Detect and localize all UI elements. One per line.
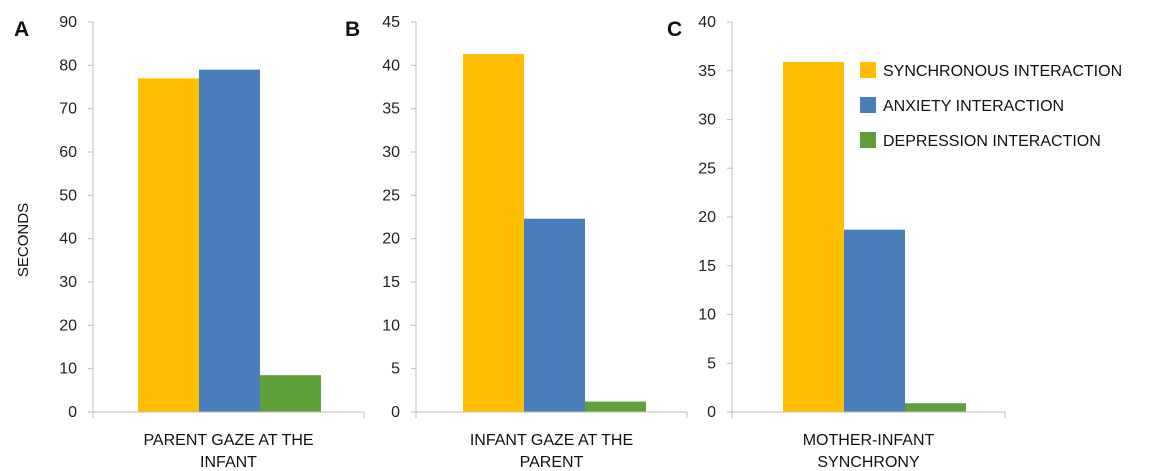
category-label: PARENT GAZE AT THE xyxy=(143,432,313,449)
bar-depression-interaction xyxy=(585,401,646,412)
y-axis-label: SECONDS xyxy=(15,203,32,277)
y-tick-label: 25 xyxy=(382,187,400,204)
y-tick-label: 45 xyxy=(382,14,400,31)
y-tick-label: 90 xyxy=(59,14,77,31)
panel-c: C 0 5 10 15 20 25 30 35 40 MOTHER-INFANT SYNCHRONY xyxy=(667,14,1006,471)
y-tick-label: 20 xyxy=(698,209,716,226)
bar-synchronous-interaction xyxy=(783,61,844,412)
y-tick-label: 40 xyxy=(59,231,77,248)
y-tick-label: 70 xyxy=(59,101,77,118)
y-tick-label: 80 xyxy=(59,57,77,74)
panel-letter: B xyxy=(345,18,360,41)
legend-swatch xyxy=(860,62,876,78)
panel-letter: A xyxy=(14,18,29,41)
bar-anxiety-interaction xyxy=(199,69,260,413)
y-tick-label: 20 xyxy=(59,317,77,334)
panel-letter: C xyxy=(667,18,682,41)
bar-synchronous-interaction xyxy=(138,78,199,412)
y-tick-label: 15 xyxy=(698,258,716,275)
y-tick-label: 0 xyxy=(391,404,400,421)
y-tick-label: 10 xyxy=(382,317,400,334)
y-tick-label: 20 xyxy=(382,231,400,248)
category-label: PARENT xyxy=(520,454,584,471)
legend-swatch xyxy=(860,132,876,148)
y-tick-label: 40 xyxy=(382,57,400,74)
y-tick-label: 5 xyxy=(391,361,400,378)
legend-label: SYNCHRONOUS INTERACTION xyxy=(883,63,1122,80)
category-label: MOTHER-INFANT xyxy=(803,432,935,449)
y-tick-label: 10 xyxy=(698,307,716,324)
bar-anxiety-interaction xyxy=(844,229,905,412)
y-tick-label: 40 xyxy=(698,14,716,31)
y-tick-label: 15 xyxy=(382,274,400,291)
category-label: SYNCHRONY xyxy=(817,454,920,471)
bar-anxiety-interaction xyxy=(524,218,585,412)
y-tick-label: 5 xyxy=(707,355,716,372)
bar-synchronous-interaction xyxy=(463,54,524,413)
category-label: INFANT xyxy=(200,454,257,471)
y-tick-label: 0 xyxy=(68,404,77,421)
category-label: INFANT GAZE AT THE xyxy=(470,432,633,449)
y-tick-label: 35 xyxy=(382,101,400,118)
legend-label: ANXIETY INTERACTION xyxy=(883,98,1064,115)
y-tick-label: 25 xyxy=(698,160,716,177)
y-tick-label: 60 xyxy=(59,144,77,161)
y-tick-label: 0 xyxy=(707,404,716,421)
legend-label: DEPRESSION INTERACTION xyxy=(883,133,1101,150)
y-tick-label: 10 xyxy=(59,361,77,378)
bar-depression-interaction xyxy=(260,375,321,412)
legend-swatch xyxy=(860,97,876,113)
bar-depression-interaction xyxy=(905,403,966,412)
y-tick-label: 50 xyxy=(59,187,77,204)
y-tick-label: 30 xyxy=(59,274,77,291)
panel-a: A 0 10 20 30 40 50 60 70 80 90 PARENT GAZE AT THE IN… xyxy=(14,14,365,471)
legend: SYNCHRONOUS INTERACTION ANXIETY INTERACTI… xyxy=(860,62,1122,150)
y-tick-label: 35 xyxy=(698,63,716,80)
y-tick-label: 30 xyxy=(382,144,400,161)
y-tick-label: 30 xyxy=(698,112,716,129)
panel-b: B 0 5 10 15 20 25 30 35 40 45 INFANT GAZE AT THE PAR… xyxy=(345,14,688,471)
